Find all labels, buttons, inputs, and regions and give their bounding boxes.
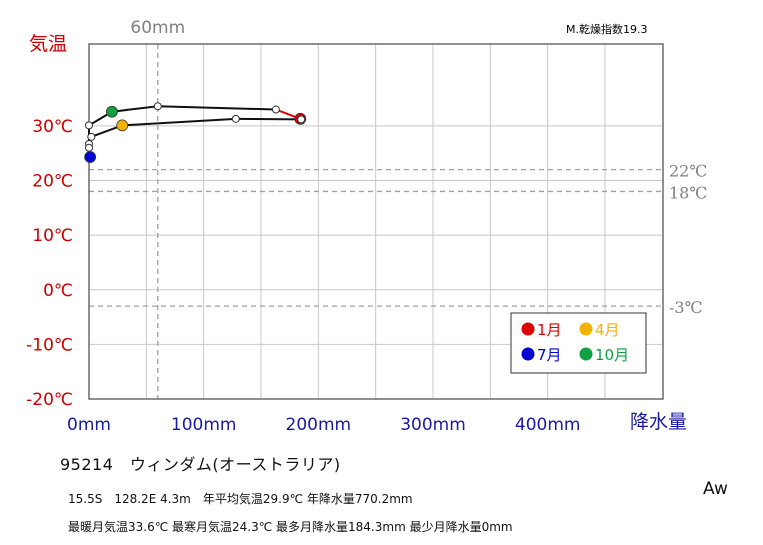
- month-point-10: [106, 105, 118, 118]
- y-tick-label: -10℃: [26, 335, 73, 355]
- month-point-4: [116, 119, 129, 132]
- legend-swatch: [521, 347, 535, 361]
- series-segment: [157, 105, 276, 111]
- legend-label: 7月: [537, 346, 562, 364]
- ref-line-label: -3℃: [669, 298, 702, 317]
- x-axis-title: 降水量: [630, 411, 687, 433]
- x-tick-label: 100mm: [171, 415, 237, 435]
- x-tick-label: 300mm: [400, 415, 466, 435]
- plot-frame: [88, 43, 664, 400]
- y-tick-label: 30℃: [32, 117, 73, 137]
- month-point-9: [85, 121, 93, 130]
- month-point-5: [87, 132, 96, 141]
- legend-label: 10月: [595, 346, 629, 364]
- month-point-7: [84, 151, 97, 163]
- legend-box: [510, 312, 647, 374]
- month-point-2: [297, 115, 306, 124]
- series-segment: [111, 105, 158, 113]
- climate-class: Aw: [703, 479, 728, 499]
- station-info-line1: 15.5S 128.2E 4.3m 年平均気温29.9℃ 年降水量770.2mm: [68, 492, 413, 506]
- series-segment: [122, 117, 236, 127]
- ref-line-label: 60mm: [130, 18, 185, 38]
- y-tick-label: 0℃: [43, 281, 73, 301]
- legend: 1月 4月 7月 10月: [510, 312, 647, 374]
- legend-swatch: [521, 322, 535, 336]
- y-tick-label: 10℃: [32, 226, 73, 246]
- ref-line-label: 18℃: [669, 183, 707, 202]
- ref-line-label: 22℃: [669, 162, 707, 181]
- y-tick-label: -20℃: [26, 390, 73, 410]
- station-title: 95214 ウィンダム(オーストラリア): [60, 455, 341, 474]
- y-tick-labels: 30℃ 20℃ 10℃ 0℃ -10℃ -20℃: [26, 117, 73, 410]
- climograph-series: [84, 102, 307, 163]
- legend-swatch: [579, 322, 593, 336]
- x-tick-label: 400mm: [515, 415, 581, 435]
- legend-label: 1月: [537, 321, 562, 339]
- x-tick-label: 200mm: [286, 415, 352, 435]
- station-info-line2: 最暖月気温33.6℃ 最寒月気温24.3℃ 最多月降水量184.3mm 最少月降…: [68, 520, 513, 534]
- series-segment: [235, 117, 302, 121]
- y-axis-title: 気温: [29, 33, 67, 55]
- x-tick-labels: 0mm 100mm 200mm 300mm 400mm: [67, 415, 580, 435]
- month-point-3: [231, 114, 240, 123]
- dryness-index: M.乾燥指数19.3: [566, 22, 647, 36]
- reference-lines: 22℃ 18℃ -3℃ 60mm: [89, 18, 707, 399]
- x-tick-label: 0mm: [67, 415, 111, 435]
- month-point-12: [271, 105, 280, 114]
- month-point-11: [153, 102, 162, 111]
- month-point-8: [85, 143, 93, 152]
- legend-label: 4月: [595, 321, 620, 339]
- legend-swatch: [579, 347, 593, 361]
- y-tick-label: 20℃: [32, 172, 73, 192]
